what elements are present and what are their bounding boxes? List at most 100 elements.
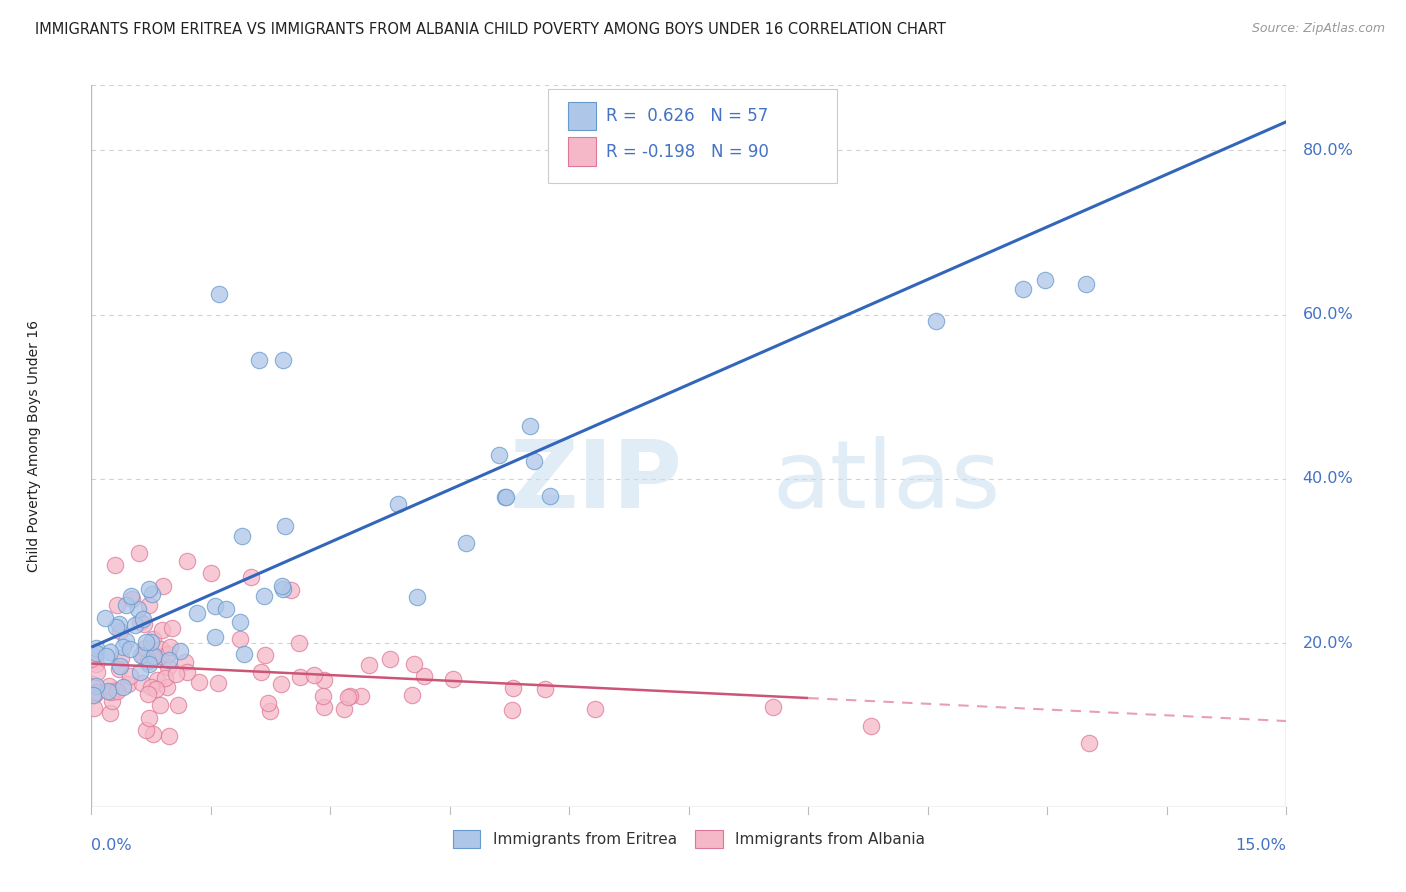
Point xyxy=(117,677,139,691)
Point xyxy=(413,669,436,683)
Point xyxy=(204,599,226,614)
Point xyxy=(146,673,169,688)
Point xyxy=(84,640,107,655)
Point xyxy=(522,454,544,468)
Point xyxy=(110,651,132,665)
Point xyxy=(153,671,176,685)
Point xyxy=(145,681,167,696)
Point xyxy=(132,617,155,632)
Point xyxy=(402,657,425,672)
Point xyxy=(97,683,120,698)
Point xyxy=(121,592,143,607)
Point xyxy=(149,648,172,663)
Point xyxy=(186,606,208,620)
Point xyxy=(207,676,229,690)
Point xyxy=(141,587,163,601)
Legend: Immigrants from Eritrea, Immigrants from Albania: Immigrants from Eritrea, Immigrants from… xyxy=(447,824,931,854)
Point xyxy=(112,640,135,654)
Point xyxy=(204,630,226,644)
Point xyxy=(139,635,162,649)
Point xyxy=(104,558,127,572)
Point xyxy=(249,665,271,680)
Point xyxy=(925,314,948,328)
Point xyxy=(160,621,183,635)
Point xyxy=(176,554,198,568)
Point xyxy=(502,681,524,695)
Point xyxy=(333,701,356,715)
Point xyxy=(80,651,103,665)
Point xyxy=(165,666,187,681)
Point xyxy=(270,579,292,593)
Point xyxy=(169,644,191,658)
Text: 20.0%: 20.0% xyxy=(1302,636,1353,650)
Point xyxy=(84,679,107,693)
Point xyxy=(142,632,165,647)
Point xyxy=(762,699,785,714)
Point xyxy=(83,701,105,715)
Point xyxy=(131,648,153,663)
Point xyxy=(288,636,311,650)
Text: 40.0%: 40.0% xyxy=(1302,471,1353,486)
Point xyxy=(83,688,105,702)
Point xyxy=(495,490,517,504)
Point xyxy=(280,582,302,597)
Point xyxy=(247,352,270,367)
Point xyxy=(173,655,195,669)
Point xyxy=(112,680,135,694)
Point xyxy=(312,673,335,687)
Point xyxy=(135,635,157,649)
Point xyxy=(312,699,335,714)
Point xyxy=(156,680,179,694)
Point xyxy=(454,535,477,549)
Point xyxy=(501,703,523,717)
Text: R = -0.198   N = 90: R = -0.198 N = 90 xyxy=(606,143,769,161)
Point xyxy=(142,727,165,741)
Point xyxy=(105,598,128,612)
Point xyxy=(188,674,211,689)
Text: atlas: atlas xyxy=(772,436,1001,528)
Text: 60.0%: 60.0% xyxy=(1302,307,1353,322)
Point xyxy=(288,670,311,684)
Point xyxy=(118,642,141,657)
Point xyxy=(124,617,146,632)
Point xyxy=(80,648,103,662)
Point xyxy=(259,704,281,718)
Point xyxy=(270,677,292,691)
Point xyxy=(136,687,159,701)
Point xyxy=(128,665,150,679)
Point xyxy=(176,665,198,679)
Text: 80.0%: 80.0% xyxy=(1302,143,1354,158)
Point xyxy=(359,657,381,672)
Point xyxy=(336,690,359,704)
Point xyxy=(441,672,464,686)
Point xyxy=(114,634,136,648)
Point xyxy=(142,649,165,664)
Point xyxy=(129,648,152,662)
Point xyxy=(214,601,236,615)
Point xyxy=(312,689,335,703)
Point xyxy=(100,684,122,698)
Point xyxy=(519,419,541,434)
Point xyxy=(105,683,128,698)
Point xyxy=(135,723,157,738)
Point xyxy=(150,624,173,638)
Point xyxy=(1077,736,1099,750)
Point xyxy=(200,566,222,581)
Point xyxy=(1011,282,1033,296)
Point xyxy=(271,352,294,367)
Point xyxy=(84,657,107,671)
Point xyxy=(583,701,606,715)
Point xyxy=(406,590,429,604)
Point xyxy=(138,657,160,671)
Point xyxy=(120,590,142,604)
Point xyxy=(108,617,131,632)
Point xyxy=(233,647,256,661)
Point xyxy=(253,589,276,603)
Point xyxy=(302,668,325,682)
Point xyxy=(131,612,153,626)
Point xyxy=(152,578,174,592)
Point xyxy=(118,668,141,682)
Text: Child Poverty Among Boys Under 16: Child Poverty Among Boys Under 16 xyxy=(27,320,41,572)
Point xyxy=(157,729,180,743)
Text: 0.0%: 0.0% xyxy=(91,838,132,854)
